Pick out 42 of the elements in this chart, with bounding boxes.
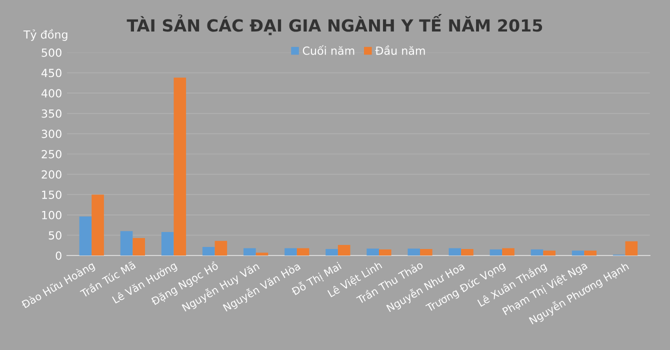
bar	[202, 246, 215, 256]
y-tick-label: 400	[41, 89, 62, 98]
bar	[161, 232, 174, 256]
bar	[132, 238, 145, 256]
bar	[625, 241, 638, 256]
bar	[120, 231, 133, 256]
y-tick-label: 150	[42, 190, 62, 199]
legend-label: Đầu năm	[375, 45, 425, 55]
bar	[244, 248, 256, 256]
bar	[296, 248, 310, 256]
y-tick-label: 350	[42, 109, 62, 118]
y-tick-label: 250	[42, 150, 62, 158]
bar	[408, 248, 420, 256]
y-tick-label: 0	[56, 251, 62, 260]
bar	[543, 250, 556, 256]
y-tick-label: 450	[41, 68, 62, 78]
bar	[326, 249, 338, 256]
bar	[214, 240, 228, 256]
y-tick-label: 100	[42, 210, 62, 220]
bar	[338, 244, 350, 256]
bar	[284, 248, 297, 256]
bar	[420, 249, 432, 256]
bar	[530, 249, 544, 256]
y-tick-label: 500	[42, 48, 62, 57]
y-tick-label: 300	[42, 130, 62, 138]
y-tick-label: 50	[48, 231, 62, 240]
bar	[461, 249, 474, 256]
bar	[378, 249, 392, 256]
bar	[448, 248, 462, 256]
chart-title: TÀI SẢN CÁC ĐẠI GIA NGÀNH Y TẾ NĂM 2015	[126, 14, 542, 36]
bar	[572, 250, 584, 256]
y-tick-label: 200	[42, 170, 62, 179]
bar	[502, 248, 514, 256]
bar	[490, 249, 502, 256]
legend-label: Cuối năm	[302, 45, 354, 55]
bar	[79, 216, 92, 256]
bar	[92, 194, 104, 256]
bar	[584, 250, 597, 256]
y-axis-title: Tỷ đồng	[23, 29, 68, 41]
bar	[256, 252, 268, 256]
bar	[366, 248, 379, 256]
bar	[174, 78, 186, 256]
